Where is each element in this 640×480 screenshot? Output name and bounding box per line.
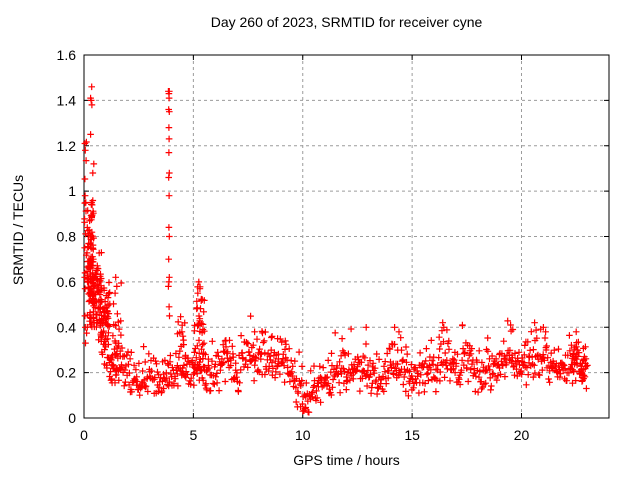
y-tick-label: 0.6 bbox=[57, 274, 77, 290]
x-tick-label: 15 bbox=[404, 427, 420, 443]
data-points-layer bbox=[81, 83, 591, 416]
y-tick-label: 0.8 bbox=[57, 229, 77, 245]
chart-title: Day 260 of 2023, SRMTID for receiver cyn… bbox=[210, 14, 483, 30]
y-tick-label: 1.2 bbox=[57, 138, 77, 154]
tick-labels: 0 5 10 15 20 0 0.2 0.4 0.6 0.8 1 1.2 1.4 1.6 bbox=[57, 47, 530, 443]
y-tick-label: 1.4 bbox=[57, 92, 77, 108]
srmtid-data-points bbox=[81, 83, 591, 416]
y-tick-label: 1 bbox=[68, 183, 76, 199]
x-tick-label: 10 bbox=[295, 427, 311, 443]
x-axis-label: GPS time / hours bbox=[293, 452, 400, 468]
y-tick-label: 0.4 bbox=[57, 319, 77, 335]
tick-marks bbox=[83, 54, 609, 419]
x-tick-label: 20 bbox=[514, 427, 530, 443]
y-axis-label: SRMTID / TECUs bbox=[10, 174, 26, 286]
x-tick-label: 0 bbox=[80, 427, 88, 443]
y-tick-label: 0.2 bbox=[57, 365, 77, 381]
x-tick-label: 5 bbox=[189, 427, 197, 443]
y-tick-label: 0 bbox=[68, 410, 76, 426]
y-tick-label: 1.6 bbox=[57, 47, 77, 63]
